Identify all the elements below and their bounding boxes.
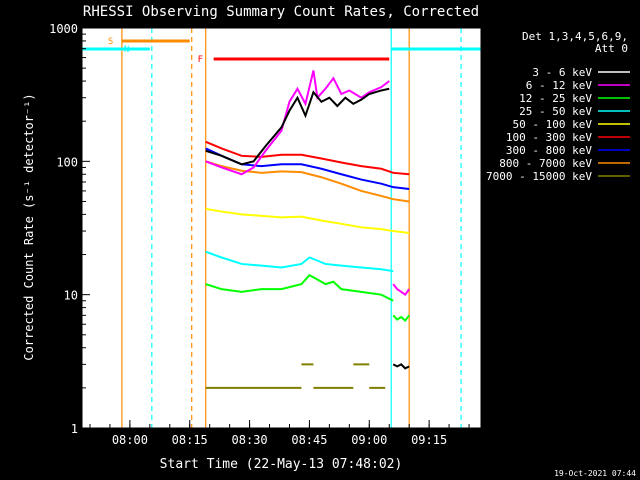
legend-entry: 12 - 25 keV — [519, 92, 592, 105]
status-bar-label: F — [198, 55, 203, 65]
x-tick-label: 08:30 — [232, 433, 268, 447]
legend-header: Det 1,3,4,5,6,9, — [522, 30, 628, 43]
x-tick-label: 08:00 — [112, 433, 148, 447]
axes: 1 10 100 1000 08:00 08:15 08:30 08:45 09:00 09:15 — [49, 22, 482, 447]
series-line — [205, 87, 390, 166]
legend-entry: 6 - 12 keV — [526, 79, 593, 92]
series-line — [205, 207, 410, 235]
series-line — [205, 273, 394, 302]
late-segment-line — [392, 314, 410, 322]
status-bar-label: N — [124, 45, 129, 55]
late-segment-line — [392, 283, 410, 297]
legend-header: Att 0 — [595, 42, 628, 55]
legend-entry: 100 - 300 keV — [506, 131, 592, 144]
legend-entry: 300 - 800 keV — [506, 144, 592, 157]
series-line — [205, 250, 394, 273]
y-tick-label: 1000 — [49, 22, 78, 36]
plot-background — [82, 28, 481, 428]
legend-entry: 7000 - 15000 keV — [486, 170, 592, 183]
series-line — [205, 70, 390, 176]
chart-title: RHESSI Observing Summary Count Rates, Co… — [83, 4, 479, 20]
x-tick-label: 08:15 — [172, 433, 208, 447]
status-bar-label: S — [108, 37, 113, 47]
legend-entry: 800 - 7000 keV — [499, 157, 592, 170]
legend-entry: 50 - 100 keV — [513, 118, 593, 131]
y-tick-label: 100 — [56, 155, 78, 169]
x-tick-label: 08:45 — [291, 433, 327, 447]
series-group — [205, 70, 410, 389]
y-tick-label: 1 — [71, 422, 78, 436]
status-bars: S N F — [82, 37, 481, 65]
x-axis-label: Start Time (22-May-13 07:48:02) — [160, 457, 403, 472]
plot-frame — [81, 27, 482, 429]
x-tick-label: 09:15 — [411, 433, 447, 447]
legend-entry: 3 - 6 keV — [532, 66, 592, 79]
timestamp: 19-Oct-2021 07:44 — [554, 469, 636, 478]
series-line — [205, 160, 410, 203]
legend-entry: 25 - 50 keV — [519, 105, 592, 118]
series-line — [205, 363, 386, 389]
series-line — [205, 140, 410, 176]
late-segment-line — [392, 363, 410, 370]
plot-area — [82, 28, 481, 428]
y-tick-label: 10 — [64, 289, 78, 303]
vertical-markers — [121, 28, 462, 428]
x-tick-label: 09:00 — [351, 433, 387, 447]
y-axis-label: Corrected Count Rate (s⁻¹ detector⁻¹) — [22, 93, 36, 360]
